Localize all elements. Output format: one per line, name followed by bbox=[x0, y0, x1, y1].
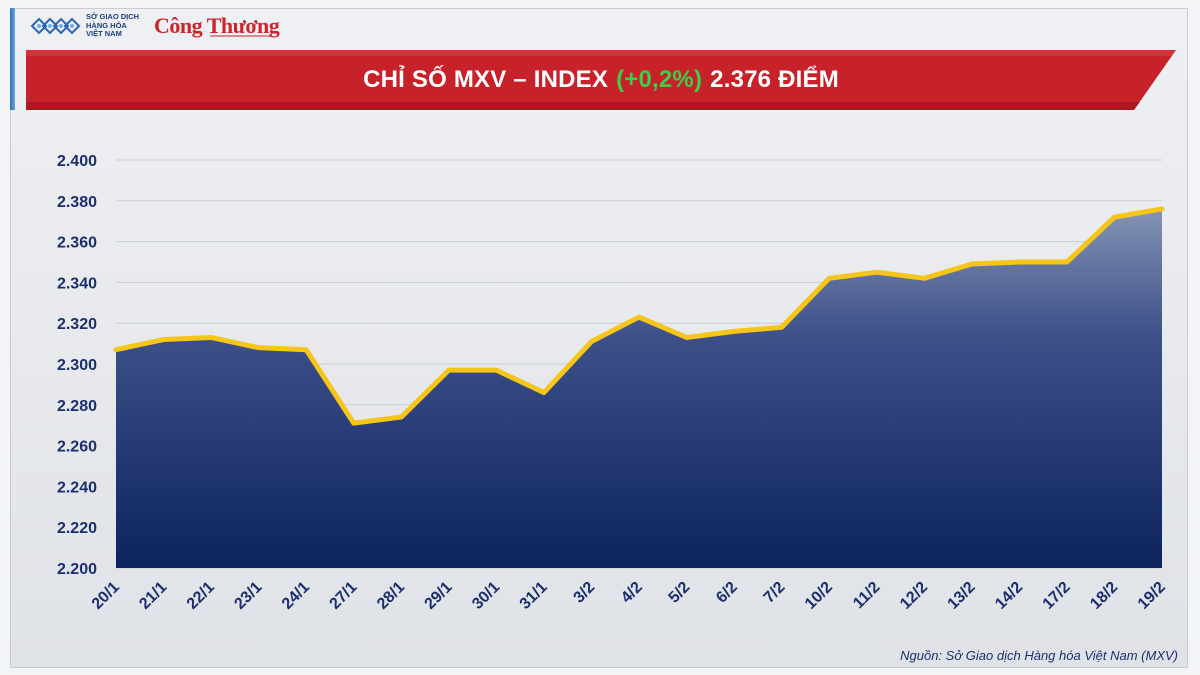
title-suffix: 2.376 ĐIỂM bbox=[710, 66, 839, 93]
x-tick-label: 12/2 bbox=[897, 579, 931, 613]
x-tick-label: 7/2 bbox=[761, 579, 789, 607]
x-tick-label: 6/2 bbox=[713, 579, 741, 607]
chart-title: CHỈ SỐ MXV – INDEX (+0,2%) 2.376 ĐIỂM bbox=[26, 50, 1176, 110]
y-axis-tick-labels: 2.200 2.220 2.240 2.260 2.280 2.300 2.320 2.340… bbox=[57, 153, 97, 578]
header-logos: SỞ GIAO DỊCH HÀNG HÓA VIỆT NAM Công Thươ… bbox=[30, 10, 280, 42]
y-tick-label: 2.320 bbox=[57, 316, 97, 333]
x-tick-label: 22/1 bbox=[184, 579, 218, 613]
x-tick-label: 27/1 bbox=[327, 579, 361, 613]
y-tick-label: 2.240 bbox=[57, 479, 97, 496]
congthuong-logo-underline bbox=[210, 35, 272, 37]
x-tick-label: 21/1 bbox=[136, 579, 170, 613]
y-tick-label: 2.340 bbox=[57, 275, 97, 292]
y-tick-label: 2.260 bbox=[57, 439, 97, 456]
series-line bbox=[113, 206, 1165, 426]
y-tick-label: 2.200 bbox=[57, 561, 97, 578]
accent-stripe bbox=[10, 8, 15, 110]
y-tick-label: 2.400 bbox=[57, 153, 97, 170]
mxv-logo-text: SỞ GIAO DỊCH HÀNG HÓA VIỆT NAM bbox=[86, 12, 140, 39]
y-tick-label: 2.220 bbox=[57, 520, 97, 537]
x-tick-label: 29/1 bbox=[422, 579, 456, 613]
x-tick-label: 17/2 bbox=[1040, 579, 1074, 613]
y-tick-label: 2.380 bbox=[57, 194, 97, 211]
x-tick-label: 13/2 bbox=[945, 579, 979, 613]
x-tick-label: 3/2 bbox=[571, 579, 599, 607]
x-tick-label: 10/2 bbox=[802, 579, 836, 613]
title-prefix: CHỈ SỐ MXV – INDEX bbox=[363, 66, 609, 93]
title-change: (+0,2%) bbox=[616, 66, 703, 93]
x-tick-label: 18/2 bbox=[1087, 579, 1121, 613]
x-tick-label: 11/2 bbox=[850, 579, 883, 612]
y-tick-label: 2.360 bbox=[57, 235, 97, 252]
x-tick-label: 24/1 bbox=[279, 579, 313, 613]
y-tick-label: 2.300 bbox=[57, 357, 97, 374]
x-tick-label: 23/1 bbox=[231, 579, 265, 613]
area-fill bbox=[116, 208, 1162, 568]
x-tick-label: 19/2 bbox=[1135, 579, 1169, 613]
x-tick-label: 5/2 bbox=[666, 579, 694, 607]
title-banner bbox=[26, 50, 1176, 110]
congthuong-logo-text: Công Thương bbox=[154, 13, 280, 38]
x-axis-tick-labels: 20/1 21/1 22/1 23/1 24/1 27/1 28/1 29/1 30/1 31/1… bbox=[89, 579, 1169, 613]
source-note: Nguồn: Sở Giao dịch Hàng hóa Việt Nam (M… bbox=[900, 648, 1178, 663]
y-tick-label: 2.280 bbox=[57, 398, 97, 415]
x-tick-label: 28/1 bbox=[374, 579, 408, 613]
x-tick-label: 14/2 bbox=[992, 579, 1026, 613]
congthuong-logo: Công Thương bbox=[154, 13, 280, 39]
x-tick-label: 30/1 bbox=[469, 579, 503, 613]
x-tick-label: 4/2 bbox=[618, 579, 646, 607]
x-tick-label: 31/1 bbox=[517, 579, 551, 613]
line-series bbox=[113, 206, 1165, 426]
x-tick-label: 20/1 bbox=[89, 579, 123, 613]
area-series bbox=[116, 208, 1162, 568]
mxv-logo-icon bbox=[30, 17, 81, 35]
mxv-logo: SỞ GIAO DỊCH HÀNG HÓA VIỆT NAM bbox=[30, 13, 144, 39]
